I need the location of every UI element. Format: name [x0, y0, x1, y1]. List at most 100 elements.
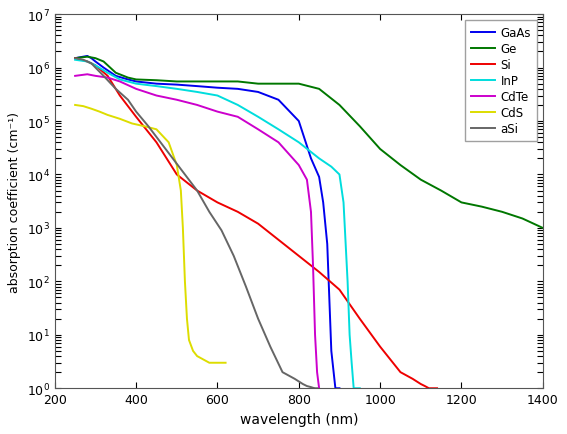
Si [174, 172, 180, 178]
CdS [104, 113, 111, 118]
Si [194, 188, 201, 194]
Ge [438, 188, 445, 194]
InP [174, 87, 180, 92]
CdTe [316, 386, 323, 391]
CdTe [92, 74, 99, 79]
CdS [96, 110, 103, 115]
CdTe [275, 140, 282, 145]
Si [295, 253, 302, 259]
aSi [314, 386, 320, 391]
GaAs [194, 84, 201, 89]
Ge [255, 82, 261, 87]
CdTe [174, 98, 180, 103]
CdTe [153, 94, 160, 99]
Ge [234, 80, 241, 85]
aSi [84, 60, 91, 65]
Ge [519, 217, 526, 222]
Ge [194, 80, 201, 85]
InP [344, 279, 351, 284]
InP [214, 94, 221, 99]
GaAs [328, 349, 335, 354]
CdTe [295, 163, 302, 168]
InP [116, 78, 123, 83]
aSi [157, 140, 164, 145]
Line: InP: InP [75, 61, 360, 388]
Ge [84, 55, 91, 60]
Si [316, 270, 323, 275]
CdTe [312, 332, 319, 338]
Si [92, 64, 99, 69]
GaAs [92, 60, 99, 65]
CdTe [214, 110, 221, 115]
Ge [112, 71, 119, 76]
CdTe [71, 74, 78, 79]
Si [397, 370, 404, 375]
CdS [71, 103, 78, 108]
aSi [310, 385, 316, 391]
InP [71, 58, 78, 63]
GaAs [295, 119, 302, 125]
CdS [180, 226, 187, 231]
GaAs [316, 175, 323, 180]
Si [434, 386, 441, 391]
aSi [88, 62, 95, 67]
Line: Si: Si [75, 59, 437, 388]
Si [409, 376, 416, 381]
Ge [133, 78, 139, 83]
Si [421, 384, 428, 389]
aSi [145, 124, 152, 129]
GaAs [153, 82, 160, 87]
Ge [376, 147, 383, 152]
GaAs [326, 295, 333, 300]
GaAs [80, 55, 87, 60]
Legend: GaAs, Ge, Si, InP, CdTe, CdS, aSi: GaAs, Ge, Si, InP, CdTe, CdS, aSi [465, 21, 537, 141]
Line: CdS: CdS [75, 106, 226, 363]
aSi [170, 156, 176, 161]
CdTe [84, 72, 91, 78]
InP [194, 90, 201, 95]
InP [153, 84, 160, 89]
GaAs [133, 80, 139, 85]
CdS [189, 349, 196, 354]
InP [340, 201, 347, 206]
GaAs [112, 74, 119, 79]
CdS [181, 279, 188, 284]
aSi [71, 56, 78, 62]
Si [214, 201, 221, 206]
aSi [291, 376, 298, 381]
Line: GaAs: GaAs [75, 57, 340, 388]
aSi [307, 385, 314, 390]
aSi [80, 58, 87, 63]
GaAs [214, 86, 221, 91]
CdTe [255, 128, 261, 133]
X-axis label: wavelength (nm): wavelength (nm) [239, 412, 358, 426]
InP [133, 82, 139, 87]
InP [328, 164, 335, 170]
Ge [92, 56, 99, 62]
Ge [417, 178, 424, 183]
Ge [336, 103, 343, 108]
GaAs [100, 66, 107, 71]
Y-axis label: absorption coefficient (cm⁻¹): absorption coefficient (cm⁻¹) [9, 112, 22, 292]
Si [336, 287, 343, 293]
InP [104, 71, 111, 76]
Ge [479, 204, 485, 210]
Si [84, 60, 91, 65]
aSi [92, 66, 99, 71]
GaAs [332, 386, 339, 391]
GaAs [234, 87, 241, 92]
Si [376, 344, 383, 349]
Si [275, 237, 282, 243]
aSi [194, 188, 201, 194]
Ge [125, 76, 132, 81]
InP [348, 360, 355, 365]
Ge [499, 210, 506, 215]
CdS [165, 140, 172, 145]
Si [357, 316, 363, 322]
CdS [141, 124, 147, 129]
InP [336, 172, 343, 178]
CdS [185, 338, 192, 343]
aSi [206, 210, 213, 215]
CdS [174, 163, 180, 168]
CdS [194, 354, 201, 359]
